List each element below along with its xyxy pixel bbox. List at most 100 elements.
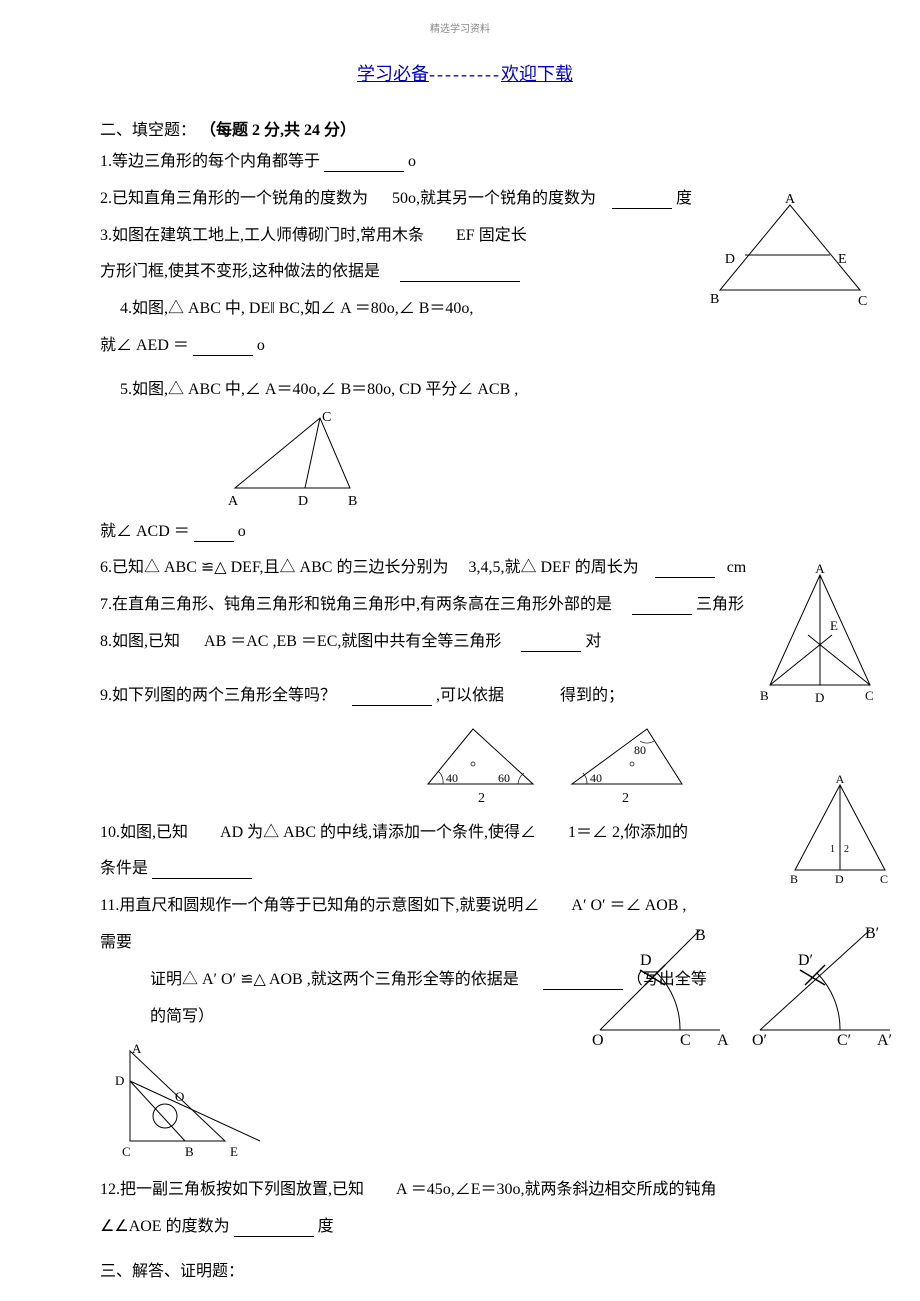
label-A5: A bbox=[228, 494, 239, 509]
label-E12: E bbox=[230, 1144, 238, 1159]
figure-q12: A D O C B E bbox=[110, 1041, 830, 1166]
label-B5: B bbox=[348, 494, 357, 509]
q11c-text: 证明△ A′ O′ ≌△ AOB ,就这两个三角形全等的依据是 bbox=[150, 971, 519, 988]
q9-2a: 2 bbox=[478, 791, 485, 806]
q7-suffix: 三角形 bbox=[696, 596, 744, 613]
label-C: C bbox=[858, 294, 867, 309]
q9-suffix: 得到的； bbox=[560, 687, 624, 704]
q9-60: 60 bbox=[498, 771, 510, 785]
question-12b: ∠∠AOE 的度数为 度 bbox=[100, 1213, 830, 1242]
header-part1: 学习必备 bbox=[357, 64, 429, 84]
question-9: 9.如下列图的两个三角形全等吗？ ,可以依据 得到的； bbox=[100, 682, 830, 711]
label-O12: O bbox=[175, 1089, 184, 1104]
label-A: A bbox=[785, 192, 796, 207]
question-10b: 条件是 bbox=[100, 855, 830, 884]
label-B11: B bbox=[695, 927, 706, 944]
q6-mid: 3,4,5,就△ DEF 的周长为 bbox=[468, 559, 638, 576]
q7-blank bbox=[632, 596, 692, 615]
question-7: 7.在直角三角形、钝角三角形和锐角三角形中,有两条高在三角形外部的是 三角形 bbox=[100, 591, 830, 620]
q10-suffix: 1＝∠ 2,你添加的 bbox=[568, 824, 688, 841]
label-Ap11: A′ bbox=[877, 1032, 892, 1049]
label-A8: A bbox=[815, 561, 825, 576]
question-8: 8.如图,已知 AB ＝AC ,EB ＝EC,就图中共有全等三角形 对 bbox=[100, 628, 830, 657]
section-prefix: 二、填空题： bbox=[100, 122, 196, 139]
two-set-squares: A D O C B E bbox=[110, 1041, 270, 1161]
question-3b: 方形门框,使其不变形,这种做法的依据是 bbox=[100, 258, 830, 287]
section-2-title: 二、填空题： （每题 2 分,共 24 分） bbox=[100, 116, 830, 140]
question-4b: 就∠ AED ＝ o bbox=[100, 332, 830, 361]
q11d-text: 的简写） bbox=[150, 1008, 214, 1025]
q5-text: 5.如图,△ ABC 中,∠ A＝40o,∠ B＝80o, CD 平分∠ ACB… bbox=[120, 381, 518, 398]
label-D10: D bbox=[835, 872, 844, 886]
question-1: 1.等边三角形的每个内角都等于 o bbox=[100, 148, 830, 177]
watermark-text: 精选学习资料 bbox=[430, 20, 490, 35]
label-O11: O bbox=[592, 1032, 604, 1049]
q10-text: 10.如图,已知 bbox=[100, 824, 188, 841]
label-E: E bbox=[838, 252, 847, 267]
label-A11: A bbox=[717, 1032, 729, 1049]
question-5: 5.如图,△ ABC 中,∠ A＝40o,∠ B＝80o, CD 平分∠ ACB… bbox=[100, 376, 830, 405]
q12-blank bbox=[234, 1218, 314, 1237]
label-Bp11: B′ bbox=[865, 925, 879, 942]
q3-text: 3.如图在建筑工地上,工人师傅砌门时,常用木条 bbox=[100, 227, 424, 244]
q11-text: 11.用直尺和圆规作一个角等于已知角的示意图如下,就要说明∠ bbox=[100, 897, 539, 914]
label-1-10: 1 bbox=[830, 844, 835, 855]
q8-blank bbox=[521, 633, 581, 652]
q8-text: 8.如图,已知 bbox=[100, 633, 180, 650]
q12-text: 12.把一副三角板按如下列图放置,已知 bbox=[100, 1181, 364, 1198]
q3-blank bbox=[400, 263, 520, 282]
q3b-text: 方形门框,使其不变形,这种做法的依据是 bbox=[100, 263, 380, 280]
q8-mid: AB ＝AC ,EB ＝EC,就图中共有全等三角形 bbox=[204, 633, 501, 650]
q2-suffix: 度 bbox=[676, 190, 692, 207]
q12-mid: A ＝45o,∠E＝30o,就两条斜边相交所成的钝角 bbox=[396, 1181, 716, 1198]
q2-text: 2.已知直角三角形的一个锐角的度数为 bbox=[100, 190, 368, 207]
header-part2: 欢迎下载 bbox=[501, 64, 573, 84]
q1-blank bbox=[324, 153, 404, 172]
q9-40a: 40 bbox=[446, 771, 458, 785]
q12b-text: ∠∠AOE 的度数为 bbox=[100, 1218, 230, 1235]
label-A10: A bbox=[836, 772, 845, 786]
section-3-title: 三、解答、证明题： bbox=[100, 1257, 830, 1281]
label-Op11: O′ bbox=[752, 1032, 767, 1049]
q9-mid: ,可以依据 bbox=[436, 687, 504, 704]
q9-text: 9.如下列图的两个三角形全等吗？ bbox=[100, 687, 336, 704]
q9-80: 80 bbox=[634, 743, 646, 757]
section-points: （每题 2 分,共 24 分） bbox=[200, 122, 356, 139]
q4b-text: 就∠ AED ＝ bbox=[100, 337, 189, 354]
q4-text: 4.如图,△ ABC 中, DE‖ BC,如∠ A ＝80o,∠ B＝40o, bbox=[120, 300, 473, 317]
figure-q5: A D B C bbox=[220, 413, 830, 518]
figure-q11: O C A B D O′ C′ A′ B′ D′ bbox=[580, 920, 900, 1055]
label-D5: D bbox=[298, 494, 308, 509]
label-E8: E bbox=[830, 618, 838, 633]
q8-suffix: 对 bbox=[585, 633, 601, 650]
label-C11: C bbox=[680, 1032, 691, 1049]
label-D11: D bbox=[640, 952, 652, 969]
compass-angle-copy: O C A B D O′ C′ A′ B′ D′ bbox=[580, 920, 900, 1050]
label-2-10: 2 bbox=[844, 844, 849, 855]
q9-blank1 bbox=[352, 687, 432, 706]
q5b-text: 就∠ ACD ＝ bbox=[100, 523, 190, 540]
q4-blank bbox=[193, 337, 253, 356]
q6-blank bbox=[655, 559, 715, 578]
question-4: 4.如图,△ ABC 中, DE‖ BC,如∠ A ＝80o,∠ B＝40o, bbox=[100, 295, 830, 324]
q10b-text: 条件是 bbox=[100, 860, 148, 877]
question-3: 3.如图在建筑工地上,工人师傅砌门时,常用木条 EF 固定长 bbox=[100, 222, 830, 251]
q2-blank bbox=[612, 190, 672, 209]
q5b-suffix: o bbox=[238, 523, 246, 540]
q2-mid: 50o,就其另一个锐角的度数为 bbox=[392, 190, 596, 207]
q7-text: 7.在直角三角形、钝角三角形和锐角三角形中,有两条高在三角形外部的是 bbox=[100, 596, 612, 613]
section3-text: 三、解答、证明题： bbox=[100, 1263, 244, 1280]
question-11: 11.用直尺和圆规作一个角等于已知角的示意图如下,就要说明∠ A′ O′ ＝∠ … bbox=[100, 892, 830, 921]
label-C10: C bbox=[880, 872, 888, 886]
q1-text: 1.等边三角形的每个内角都等于 bbox=[100, 153, 320, 170]
question-6: 6.已知△ ABC ≌△ DEF,且△ ABC 的三边长分别为 3,4,5,就△… bbox=[100, 554, 830, 583]
question-10: 10.如图,已知 AD 为△ ABC 的中线,请添加一个条件,使得∠ 1＝∠ 2… bbox=[100, 819, 830, 848]
label-C12: C bbox=[122, 1144, 131, 1159]
page-header: 学习必备---------欢迎下载 bbox=[100, 60, 830, 86]
label-C8: C bbox=[865, 688, 874, 703]
label-D12: D bbox=[115, 1073, 124, 1088]
q11-mid: A′ O′ ＝∠ AOB , bbox=[571, 897, 686, 914]
triangle-q9-right: 40 80 2 bbox=[562, 719, 692, 809]
label-A12: A bbox=[132, 1041, 142, 1056]
q10-mid: AD 为△ ABC 的中线,请添加一个条件,使得∠ bbox=[220, 824, 536, 841]
